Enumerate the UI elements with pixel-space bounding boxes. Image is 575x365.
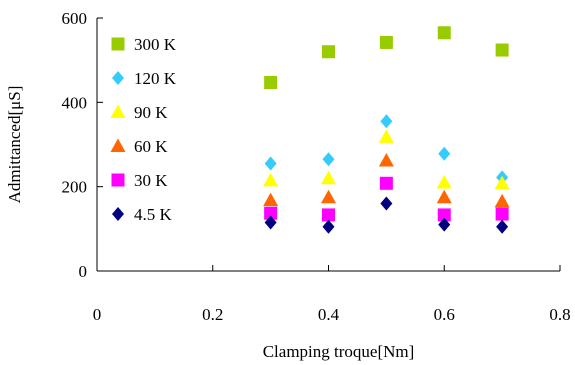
legend-label: 300 K — [134, 35, 177, 54]
data-point — [495, 43, 509, 57]
legend-label: 120 K — [134, 69, 177, 88]
legend-marker — [112, 207, 124, 221]
data-point — [494, 193, 510, 208]
legend-marker — [110, 138, 126, 152]
data-point — [494, 175, 510, 190]
data-point — [264, 215, 277, 230]
data-point — [378, 153, 394, 167]
data-point — [438, 146, 451, 161]
y-tick-label: 400 — [62, 93, 88, 112]
data-point — [264, 206, 278, 220]
data-point — [495, 207, 509, 221]
legend-label: 90 K — [134, 103, 168, 122]
legend-marker — [111, 173, 125, 187]
x-axis-label: Clamping troque[Nm] — [263, 342, 415, 361]
ticks: 0 200 400 600 0 0.2 0.4 0.6 0.8 — [62, 9, 571, 324]
data-point — [321, 189, 336, 204]
data-point — [438, 217, 451, 232]
data-point — [322, 45, 335, 59]
data-point — [379, 176, 393, 190]
legend-marker — [110, 104, 126, 118]
data-point — [263, 192, 279, 207]
x-tick-label: 0.4 — [318, 305, 340, 324]
data-point — [380, 114, 393, 129]
legend-label: 4.5 K — [134, 205, 173, 224]
y-tick-label: 0 — [79, 262, 88, 281]
data-point — [378, 129, 394, 143]
data-point — [322, 219, 335, 234]
data-point — [437, 26, 451, 40]
data-point — [322, 208, 335, 222]
data-point — [436, 189, 452, 204]
data-point — [496, 219, 509, 234]
data-point — [322, 152, 335, 167]
x-tick-label: 0.8 — [549, 305, 570, 324]
data-point — [380, 196, 393, 211]
data-point — [379, 35, 393, 49]
y-tick-label: 600 — [62, 9, 88, 28]
x-tick-label: 0.2 — [202, 305, 223, 324]
y-axis-label: Admittanced[μS] — [5, 86, 24, 204]
data-point — [437, 208, 451, 222]
legend: 300 K 120 K 90 K 60 K 30 K 4.5 K — [110, 35, 177, 224]
legend-label: 30 K — [134, 171, 168, 190]
data-points — [263, 26, 510, 234]
data-point — [263, 172, 279, 187]
data-point — [264, 156, 277, 171]
legend-marker — [111, 37, 125, 51]
legend-marker — [112, 71, 124, 85]
data-point — [436, 174, 452, 189]
legend-label: 60 K — [134, 137, 168, 156]
x-tick-label: 0.6 — [434, 305, 455, 324]
y-tick-label: 200 — [62, 178, 88, 197]
data-point — [264, 76, 278, 90]
data-point — [321, 170, 336, 185]
x-tick-label: 0 — [93, 305, 102, 324]
